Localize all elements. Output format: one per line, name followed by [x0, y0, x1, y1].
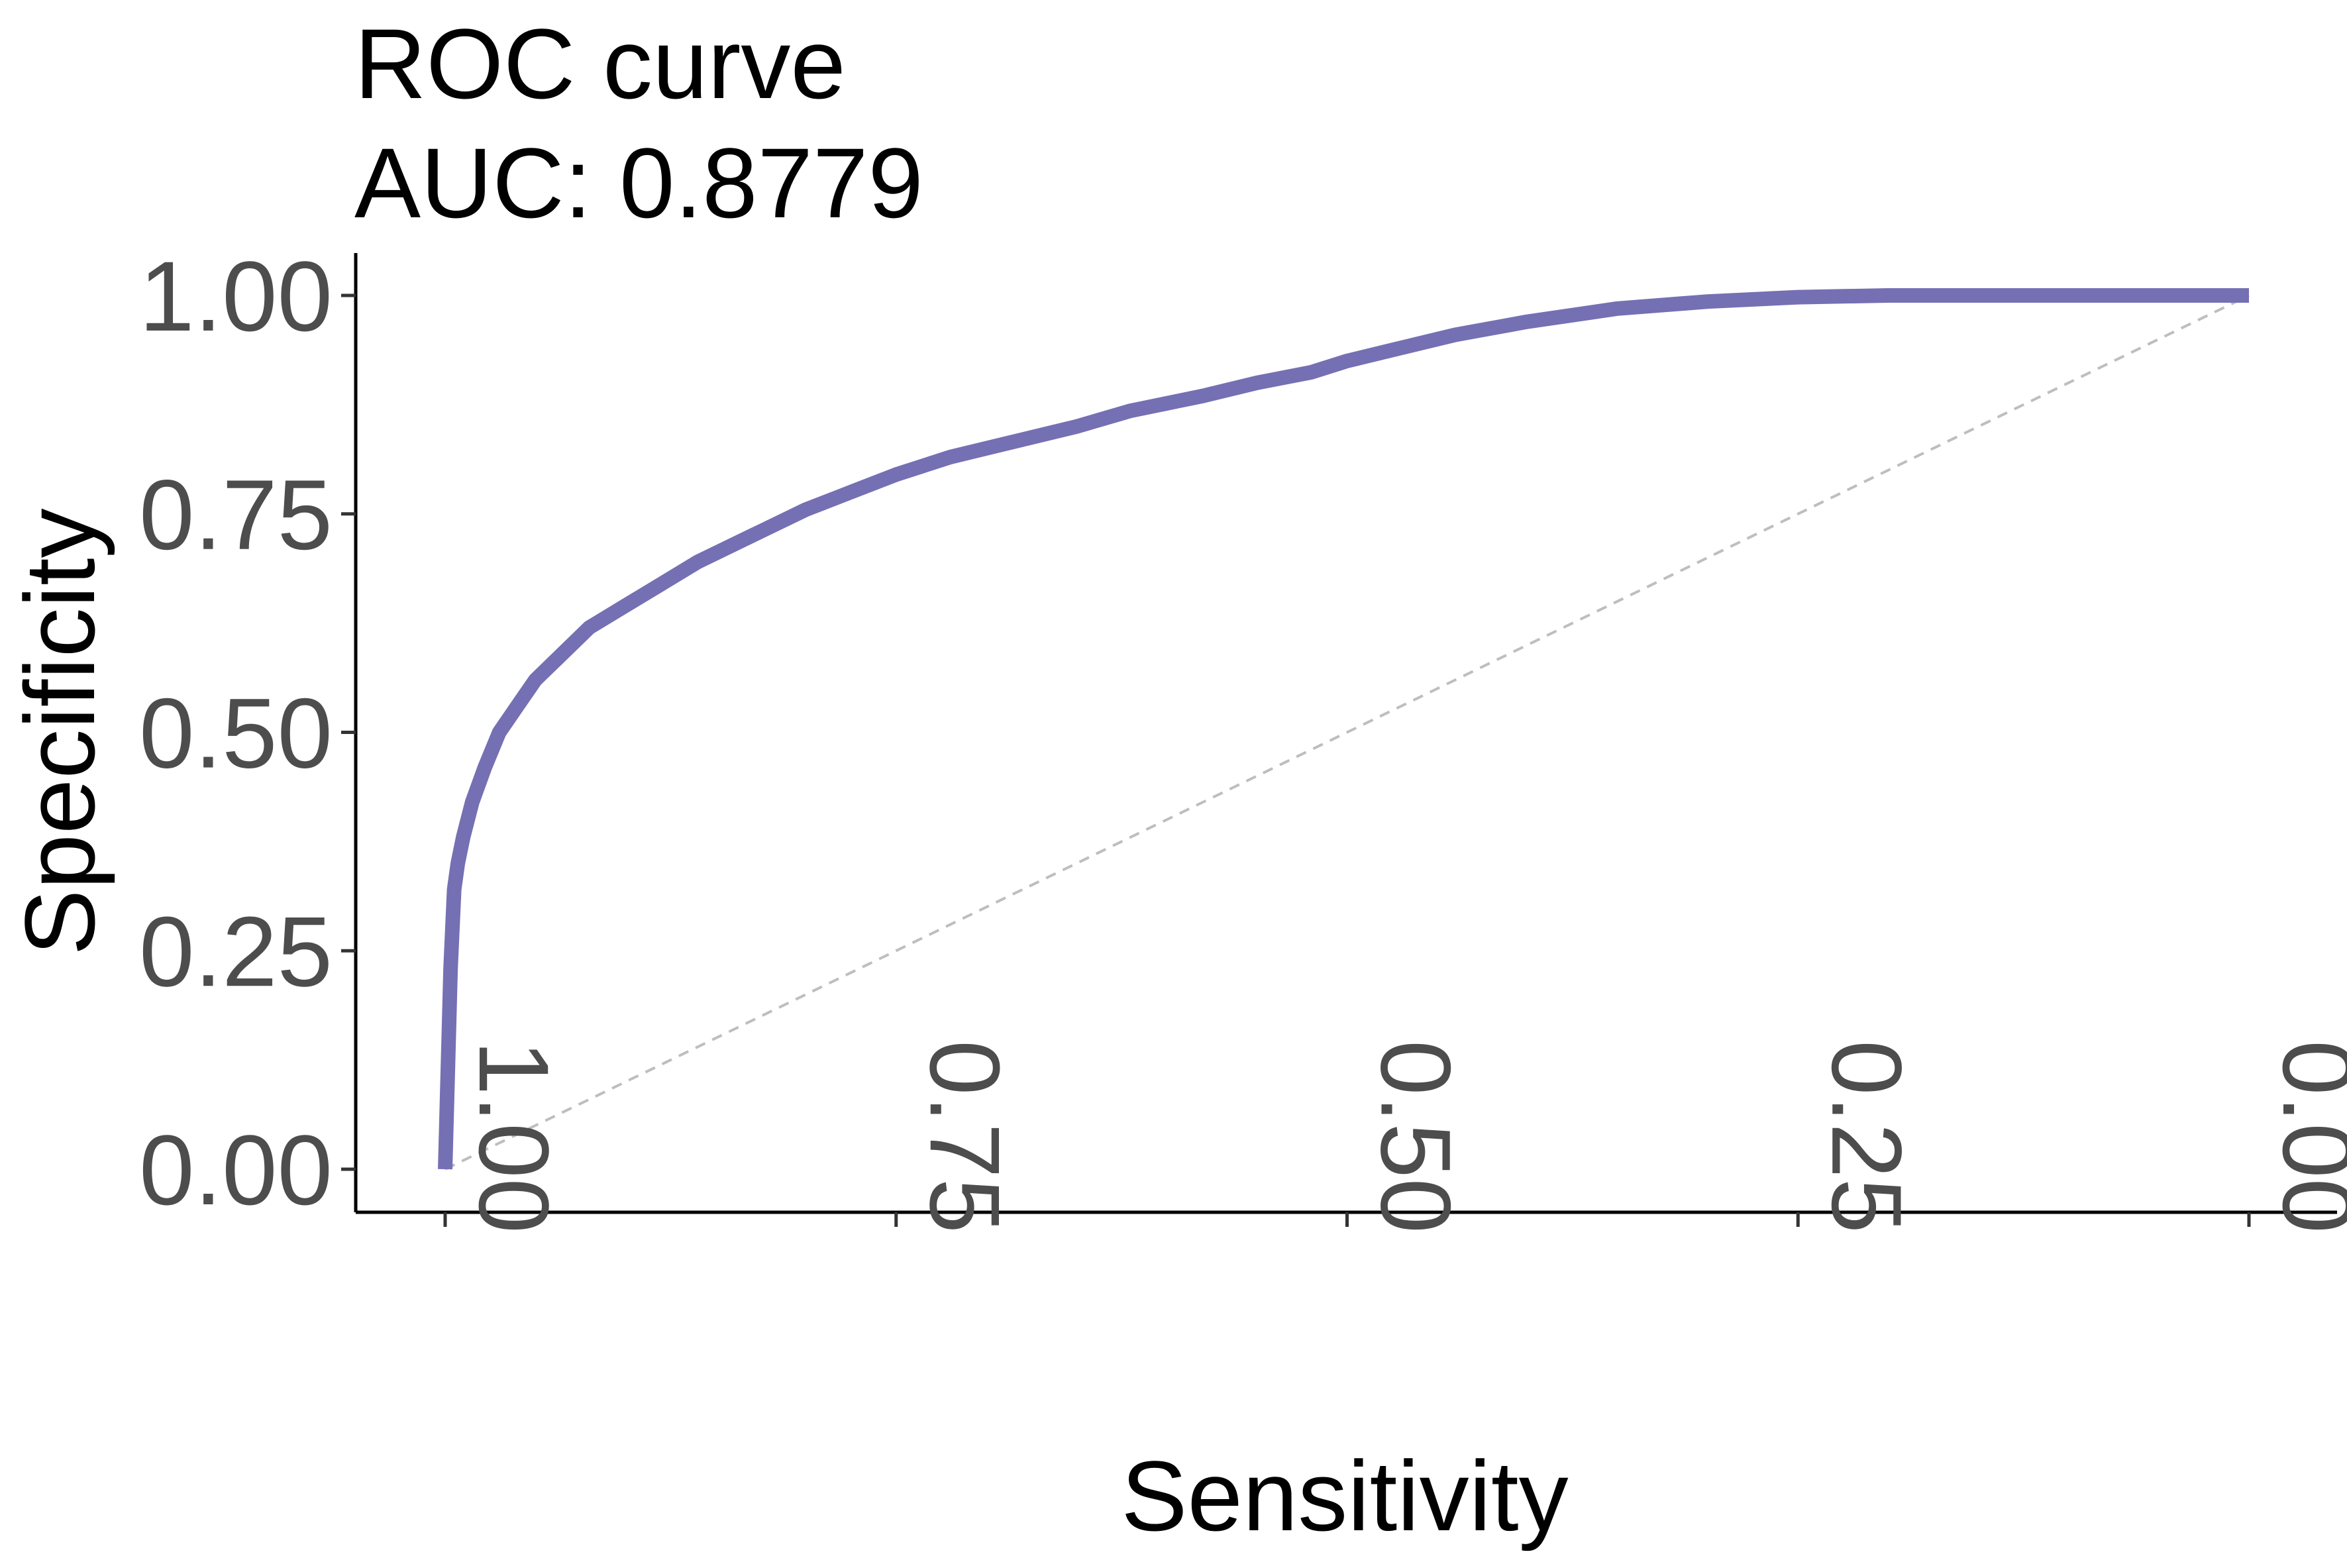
reference-line: [444, 294, 2250, 1171]
series-group: [438, 288, 2249, 1170]
roc-series-line: [438, 288, 2249, 1170]
x-tick-label: 0.50: [1361, 1040, 1472, 1233]
x-axis-title: Sensitivity: [1121, 1440, 1568, 1551]
x-tick-label: 1.00: [458, 1040, 570, 1233]
reference-diagonal: [444, 294, 2250, 1171]
x-axis-ticks: 1.00 0.75 0.50 0.25 0.00: [443, 1040, 2347, 1233]
y-tick-label: 0.50: [139, 678, 333, 789]
y-tick-label: 1.00: [139, 240, 333, 352]
chart-title: ROC curve: [354, 8, 846, 119]
x-tick-label: 0.75: [910, 1040, 1021, 1233]
x-tick-label: 0.25: [1811, 1040, 1922, 1233]
chart-subtitle: AUC: 0.8779: [354, 127, 923, 238]
y-tick-label: 0.25: [139, 896, 333, 1007]
y-axis-ticks: 0.00 0.25 0.50 0.75 1.00: [139, 240, 356, 1226]
y-tick-label: 0.75: [139, 459, 333, 570]
y-axis-title: Specificity: [4, 508, 115, 955]
x-tick-label: 0.00: [2262, 1040, 2347, 1233]
y-tick-label: 0.00: [139, 1114, 333, 1226]
